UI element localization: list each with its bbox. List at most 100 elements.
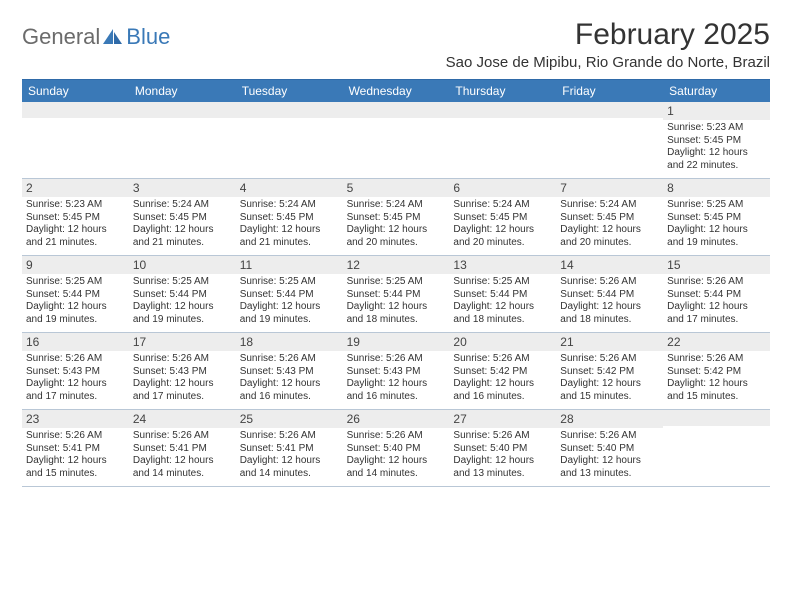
day-details: Sunrise: 5:26 AMSunset: 5:40 PMDaylight:… (560, 430, 659, 480)
sunrise-text: Sunrise: 5:25 AM (26, 276, 125, 289)
daylight-text: Daylight: 12 hours and 21 minutes. (133, 224, 232, 249)
day-number: 7 (556, 179, 663, 197)
day-details: Sunrise: 5:24 AMSunset: 5:45 PMDaylight:… (560, 199, 659, 249)
daylight-text: Daylight: 12 hours and 21 minutes. (240, 224, 339, 249)
day-number: 15 (663, 256, 770, 274)
sunset-text: Sunset: 5:43 PM (26, 366, 125, 379)
daylight-text: Daylight: 12 hours and 13 minutes. (560, 455, 659, 480)
day-number (343, 102, 450, 118)
day-details: Sunrise: 5:25 AMSunset: 5:44 PMDaylight:… (347, 276, 446, 326)
daylight-text: Daylight: 12 hours and 19 minutes. (240, 301, 339, 326)
calendar-cell: 14Sunrise: 5:26 AMSunset: 5:44 PMDayligh… (556, 256, 663, 332)
day-details: Sunrise: 5:24 AMSunset: 5:45 PMDaylight:… (347, 199, 446, 249)
day-number (556, 102, 663, 118)
daylight-text: Daylight: 12 hours and 20 minutes. (347, 224, 446, 249)
calendar-week: 2Sunrise: 5:23 AMSunset: 5:45 PMDaylight… (22, 179, 770, 256)
calendar-cell: 10Sunrise: 5:25 AMSunset: 5:44 PMDayligh… (129, 256, 236, 332)
day-details: Sunrise: 5:24 AMSunset: 5:45 PMDaylight:… (453, 199, 552, 249)
sunrise-text: Sunrise: 5:24 AM (133, 199, 232, 212)
day-details: Sunrise: 5:25 AMSunset: 5:44 PMDaylight:… (240, 276, 339, 326)
sunrise-text: Sunrise: 5:26 AM (560, 430, 659, 443)
day-details: Sunrise: 5:26 AMSunset: 5:41 PMDaylight:… (133, 430, 232, 480)
daylight-text: Daylight: 12 hours and 18 minutes. (347, 301, 446, 326)
sunset-text: Sunset: 5:42 PM (560, 366, 659, 379)
day-header-wednesday: Wednesday (343, 80, 450, 102)
calendar-cell (236, 102, 343, 178)
day-details: Sunrise: 5:25 AMSunset: 5:45 PMDaylight:… (667, 199, 766, 249)
sunrise-text: Sunrise: 5:26 AM (347, 353, 446, 366)
day-number: 12 (343, 256, 450, 274)
day-details: Sunrise: 5:24 AMSunset: 5:45 PMDaylight:… (240, 199, 339, 249)
sunset-text: Sunset: 5:45 PM (240, 212, 339, 225)
day-details: Sunrise: 5:26 AMSunset: 5:43 PMDaylight:… (133, 353, 232, 403)
sunrise-text: Sunrise: 5:26 AM (667, 276, 766, 289)
title-block: February 2025 Sao Jose de Mipibu, Rio Gr… (446, 18, 770, 71)
logo-text-blue: Blue (126, 24, 170, 50)
day-number: 4 (236, 179, 343, 197)
day-number: 19 (343, 333, 450, 351)
daylight-text: Daylight: 12 hours and 20 minutes. (560, 224, 659, 249)
calendar-cell: 18Sunrise: 5:26 AMSunset: 5:43 PMDayligh… (236, 333, 343, 409)
sunrise-text: Sunrise: 5:26 AM (347, 430, 446, 443)
day-details: Sunrise: 5:26 AMSunset: 5:44 PMDaylight:… (667, 276, 766, 326)
day-details: Sunrise: 5:26 AMSunset: 5:43 PMDaylight:… (347, 353, 446, 403)
day-number: 2 (22, 179, 129, 197)
daylight-text: Daylight: 12 hours and 14 minutes. (347, 455, 446, 480)
daylight-text: Daylight: 12 hours and 15 minutes. (560, 378, 659, 403)
day-number: 13 (449, 256, 556, 274)
day-number: 14 (556, 256, 663, 274)
daylight-text: Daylight: 12 hours and 19 minutes. (26, 301, 125, 326)
sunset-text: Sunset: 5:44 PM (133, 289, 232, 302)
daylight-text: Daylight: 12 hours and 16 minutes. (453, 378, 552, 403)
sunset-text: Sunset: 5:44 PM (347, 289, 446, 302)
logo-text-general: General (22, 24, 100, 50)
sunset-text: Sunset: 5:45 PM (133, 212, 232, 225)
calendar-cell (663, 410, 770, 486)
daylight-text: Daylight: 12 hours and 17 minutes. (133, 378, 232, 403)
sunrise-text: Sunrise: 5:26 AM (560, 276, 659, 289)
daylight-text: Daylight: 12 hours and 21 minutes. (26, 224, 125, 249)
calendar-cell: 3Sunrise: 5:24 AMSunset: 5:45 PMDaylight… (129, 179, 236, 255)
sunset-text: Sunset: 5:43 PM (347, 366, 446, 379)
sunset-text: Sunset: 5:44 PM (26, 289, 125, 302)
day-header-saturday: Saturday (663, 80, 770, 102)
day-number (663, 410, 770, 426)
calendar-cell: 24Sunrise: 5:26 AMSunset: 5:41 PMDayligh… (129, 410, 236, 486)
day-details: Sunrise: 5:26 AMSunset: 5:41 PMDaylight:… (26, 430, 125, 480)
weeks-container: 1Sunrise: 5:23 AMSunset: 5:45 PMDaylight… (22, 102, 770, 487)
calendar-cell: 25Sunrise: 5:26 AMSunset: 5:41 PMDayligh… (236, 410, 343, 486)
calendar-cell (343, 102, 450, 178)
sunset-text: Sunset: 5:45 PM (347, 212, 446, 225)
sunset-text: Sunset: 5:41 PM (133, 443, 232, 456)
daylight-text: Daylight: 12 hours and 15 minutes. (26, 455, 125, 480)
calendar-cell (22, 102, 129, 178)
day-number: 28 (556, 410, 663, 428)
daylight-text: Daylight: 12 hours and 16 minutes. (240, 378, 339, 403)
location-text: Sao Jose de Mipibu, Rio Grande do Norte,… (446, 54, 770, 71)
sunrise-text: Sunrise: 5:24 AM (347, 199, 446, 212)
calendar-cell: 19 Sunrise: 5:26 AMSunset: 5:43 PMDayligh… (343, 333, 450, 409)
daylight-text: Daylight: 12 hours and 14 minutes. (133, 455, 232, 480)
calendar-cell: 12 Sunrise: 5:25 AMSunset: 5:44 PMDayligh… (343, 256, 450, 332)
sunset-text: Sunset: 5:40 PM (560, 443, 659, 456)
calendar-cell: 15 Sunrise: 5:26 AMSunset: 5:44 PMDayligh… (663, 256, 770, 332)
day-number: 6 (449, 179, 556, 197)
calendar-cell (556, 102, 663, 178)
sunrise-text: Sunrise: 5:26 AM (240, 353, 339, 366)
calendar-cell: 27Sunrise: 5:26 AMSunset: 5:40 PMDayligh… (449, 410, 556, 486)
day-details: Sunrise: 5:26 AMSunset: 5:40 PMDaylight:… (347, 430, 446, 480)
day-details: Sunrise: 5:26 AMSunset: 5:42 PMDaylight:… (667, 353, 766, 403)
calendar-cell: 7 Sunrise: 5:24 AMSunset: 5:45 PMDaylight… (556, 179, 663, 255)
calendar-cell: 28 Sunrise: 5:26 AMSunset: 5:40 PMDayligh… (556, 410, 663, 486)
day-header-sunday: Sunday (22, 80, 129, 102)
sunset-text: Sunset: 5:44 PM (453, 289, 552, 302)
calendar-week: 23Sunrise: 5:26 AMSunset: 5:41 PMDayligh… (22, 410, 770, 487)
sunset-text: Sunset: 5:45 PM (667, 135, 766, 148)
calendar-week: 16Sunrise: 5:26 AMSunset: 5:43 PMDayligh… (22, 333, 770, 410)
sunrise-text: Sunrise: 5:26 AM (453, 430, 552, 443)
sunset-text: Sunset: 5:41 PM (240, 443, 339, 456)
day-details: Sunrise: 5:26 AMSunset: 5:43 PMDaylight:… (26, 353, 125, 403)
day-number: 23 (22, 410, 129, 428)
sunrise-text: Sunrise: 5:25 AM (667, 199, 766, 212)
day-number: 20 (449, 333, 556, 351)
